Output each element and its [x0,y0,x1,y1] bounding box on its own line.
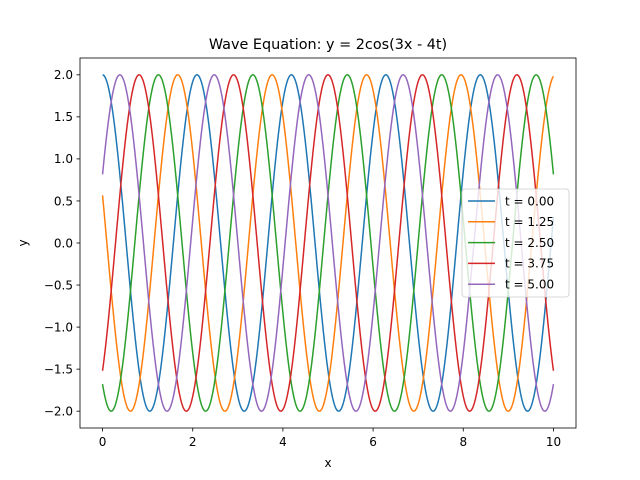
legend-label: t = 0.00 [505,194,554,208]
x-tick-label: 8 [459,435,467,449]
y-tick-label: 0.0 [54,236,73,250]
x-tick-label: 0 [99,435,107,449]
legend-label: t = 1.25 [505,215,554,229]
legend-box [461,188,570,298]
y-tick-label: −0.5 [44,278,73,292]
series-line-3 [101,74,555,412]
x-tick-label: 6 [369,435,377,449]
x-axis: 0 2 4 6 8 10 [99,428,561,449]
y-axis: −2.0 −1.5 −1.0 −0.5 0.0 0.5 1.0 1.5 2.0 [44,68,80,418]
series-lines [101,74,555,412]
legend: t = 0.00 t = 1.25 t = 2.50 t = 3.75 t = 5.00 [461,188,570,298]
y-tick-label: 1.5 [54,110,73,124]
y-tick-label: 0.5 [54,194,73,208]
y-tick-label: −2.0 [44,404,73,418]
y-tick-label: −1.0 [44,320,73,334]
x-tick-label: 2 [189,435,197,449]
legend-label: t = 5.00 [505,278,554,292]
legend-label: t = 3.75 [505,257,554,271]
legend-label: t = 2.50 [505,236,554,250]
y-axis-label: y [16,239,30,246]
y-tick-label: −1.5 [44,362,73,376]
x-tick-label: 10 [546,435,561,449]
chart-title: Wave Equation: y = 2cos(3x - 4t) [209,37,447,53]
series-line-1 [101,74,555,412]
x-axis-label: x [324,456,331,470]
x-tick-label: 4 [279,435,287,449]
y-tick-label: 2.0 [54,68,73,82]
y-tick-label: 1.0 [54,152,73,166]
